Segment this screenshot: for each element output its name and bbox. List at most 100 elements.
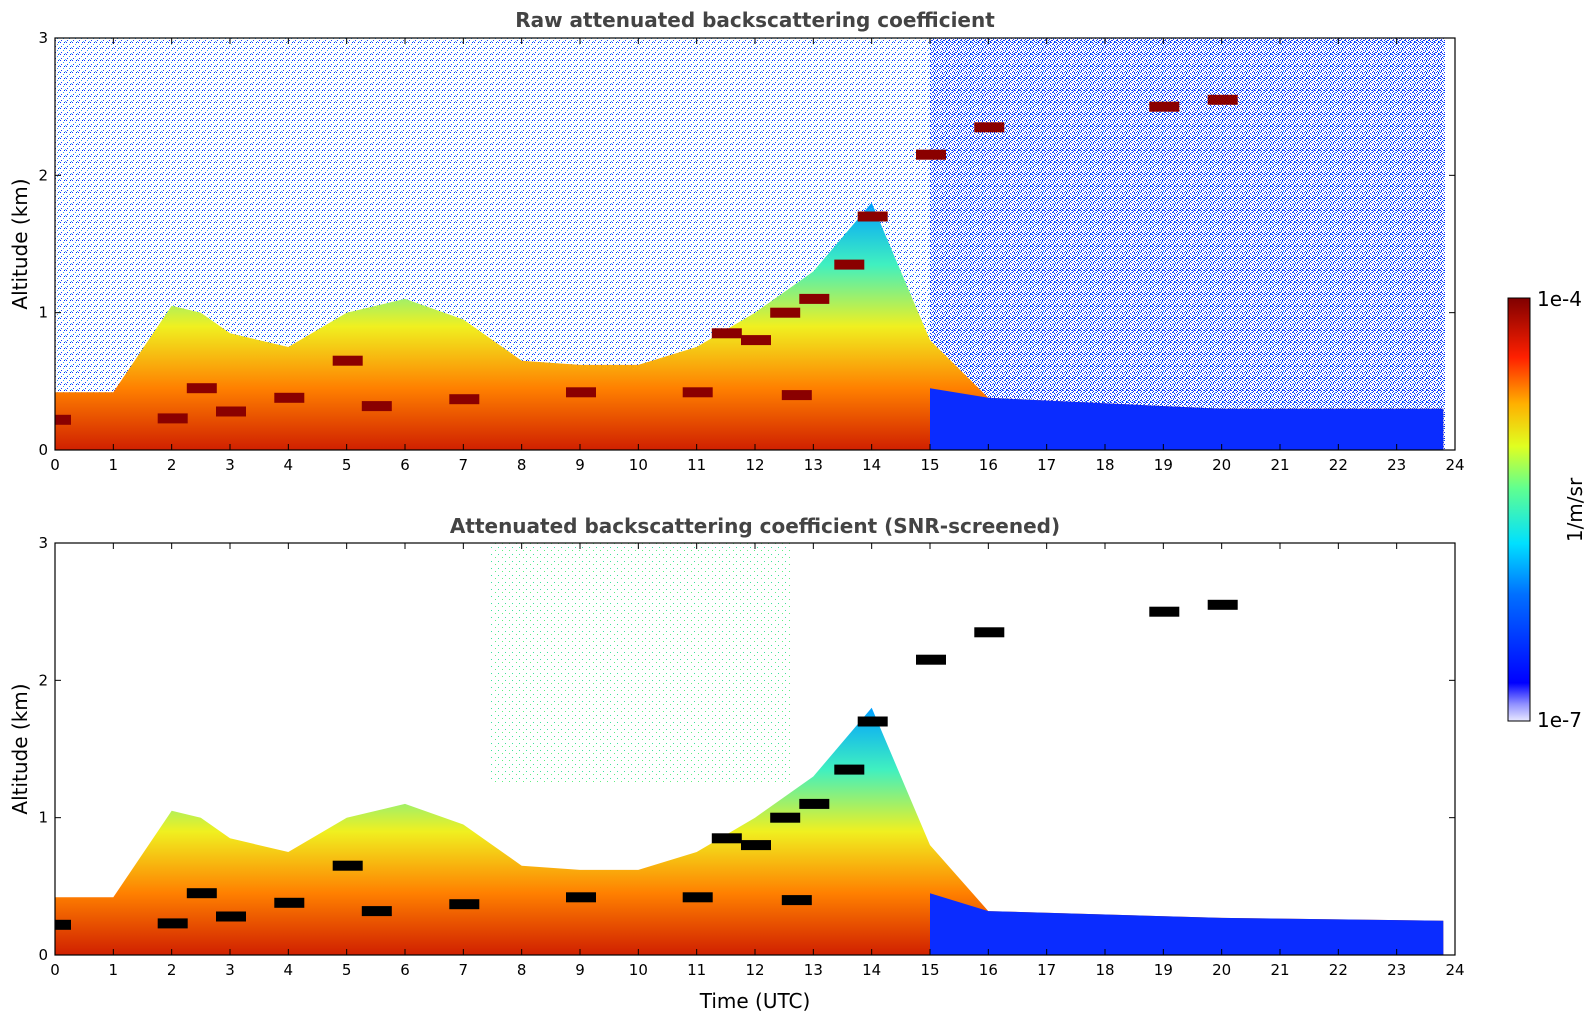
- cloud-layer-mark: [711, 328, 742, 339]
- boundary-layer-band: [55, 202, 1444, 450]
- cloud-layer-mark: [974, 122, 1005, 133]
- y-tick-label: 2: [38, 671, 48, 689]
- cloud-layer-mark: [157, 413, 188, 424]
- cloud-layer-mark: [361, 401, 392, 412]
- cloud-layer-mark: [781, 390, 812, 401]
- noise-region-dense: [930, 38, 1445, 450]
- x-tick-label: 24: [1445, 456, 1464, 474]
- x-tick-label: 5: [342, 961, 352, 979]
- x-tick-label: 23: [1387, 456, 1406, 474]
- x-tick-label: 1: [109, 961, 119, 979]
- y-axis-label: Altitude (km): [8, 178, 32, 309]
- x-tick-label: 21: [1270, 961, 1289, 979]
- cloud-layer-mark: [916, 654, 946, 665]
- cloud-layer-mark: [216, 406, 246, 417]
- x-tick-label: 7: [459, 961, 469, 979]
- cloud-layer-mark: [741, 840, 771, 851]
- x-tick-label: 15: [920, 961, 939, 979]
- x-tick-label: 7: [459, 456, 469, 474]
- cloud-layer-mark: [799, 798, 830, 809]
- x-tick-label: 6: [400, 961, 410, 979]
- snr-screened-panel: Attenuated backscattering coefficient (S…: [8, 514, 1465, 1013]
- x-tick-label: 24: [1445, 961, 1464, 979]
- cloud-layer-mark: [1149, 101, 1180, 112]
- y-axis-label: Altitude (km): [8, 683, 32, 814]
- cloud-layer-mark: [55, 414, 71, 425]
- x-tick-label: 6: [400, 456, 410, 474]
- colorbar-unit-label: 1/m/sr: [1563, 477, 1587, 542]
- x-tick-label: 19: [1154, 961, 1173, 979]
- cloud-layer-mark: [55, 919, 71, 930]
- x-tick-label: 10: [629, 456, 648, 474]
- cloud-layer-mark: [1149, 606, 1180, 617]
- x-tick-label: 10: [629, 961, 648, 979]
- cloud-layer-mark: [857, 716, 888, 727]
- cloud-layer-mark: [834, 764, 865, 775]
- x-tick-label: 4: [284, 961, 294, 979]
- y-tick-label: 1: [38, 809, 48, 827]
- x-tick-label: 8: [517, 456, 527, 474]
- x-tick-label: 13: [804, 961, 823, 979]
- x-tick-label: 19: [1154, 456, 1173, 474]
- x-tick-label: 20: [1212, 456, 1231, 474]
- y-tick-label: 2: [38, 166, 48, 184]
- x-axis-label: Time (UTC): [699, 989, 811, 1013]
- cloud-layer-mark: [741, 335, 771, 346]
- cloud-layer-mark: [274, 897, 305, 908]
- x-tick-label: 9: [575, 961, 585, 979]
- x-tick-label: 18: [1095, 961, 1114, 979]
- y-tick-label: 0: [38, 946, 48, 964]
- chart-title: Attenuated backscattering coefficient (S…: [450, 514, 1060, 538]
- x-tick-label: 11: [687, 961, 706, 979]
- x-tick-label: 20: [1212, 961, 1231, 979]
- cloud-layer-mark: [566, 892, 596, 903]
- x-tick-label: 12: [745, 961, 764, 979]
- cloud-layer-mark: [770, 307, 801, 318]
- chart-title: Raw attenuated backscattering coefficien…: [515, 8, 995, 32]
- cloud-layer-mark: [781, 895, 812, 906]
- cloud-layer-mark: [682, 892, 713, 903]
- cloud-layer-mark: [186, 888, 217, 899]
- cloud-layer-mark: [834, 259, 865, 270]
- x-tick-label: 9: [575, 456, 585, 474]
- raw-backscatter-panel: Raw attenuated backscattering coefficien…: [8, 8, 1465, 474]
- x-tick-label: 17: [1037, 961, 1056, 979]
- x-tick-label: 4: [284, 456, 294, 474]
- x-tick-label: 11: [687, 456, 706, 474]
- cloud-layer-mark: [770, 812, 801, 823]
- x-tick-label: 22: [1329, 456, 1348, 474]
- y-tick-label: 3: [38, 29, 48, 47]
- x-tick-label: 3: [225, 961, 235, 979]
- cloud-layer-mark: [157, 918, 188, 929]
- cloud-layer-mark: [361, 906, 392, 917]
- x-tick-label: 0: [50, 456, 60, 474]
- x-tick-label: 15: [920, 456, 939, 474]
- cloud-layer-mark: [974, 627, 1005, 638]
- x-tick-label: 23: [1387, 961, 1406, 979]
- boundary-layer-band: [55, 707, 1444, 955]
- noise-region-green: [490, 543, 790, 783]
- cloud-layer-mark: [682, 387, 713, 398]
- cloud-layer-mark: [274, 392, 305, 403]
- x-tick-label: 22: [1329, 961, 1348, 979]
- cloud-layer-mark: [216, 911, 246, 922]
- cloud-layer-mark: [449, 899, 480, 910]
- y-tick-label: 1: [38, 304, 48, 322]
- cloud-layer-mark: [799, 293, 830, 304]
- x-tick-label: 17: [1037, 456, 1056, 474]
- colorbar-gradient: [1507, 297, 1531, 722]
- y-tick-label: 3: [38, 534, 48, 552]
- x-tick-label: 2: [167, 456, 177, 474]
- cloud-layer-mark: [1207, 94, 1238, 105]
- cloud-layer-mark: [916, 149, 946, 160]
- colorbar-max-label: 1e-4: [1537, 287, 1582, 311]
- cloud-layer-mark: [186, 383, 217, 394]
- cloud-layer-mark: [857, 211, 888, 222]
- cloud-layer-mark: [449, 394, 480, 405]
- cloud-layer-mark: [332, 860, 363, 871]
- x-tick-label: 8: [517, 961, 527, 979]
- x-tick-label: 14: [862, 961, 881, 979]
- residual-layer-band: [930, 388, 1444, 450]
- x-tick-label: 16: [979, 961, 998, 979]
- x-tick-label: 2: [167, 961, 177, 979]
